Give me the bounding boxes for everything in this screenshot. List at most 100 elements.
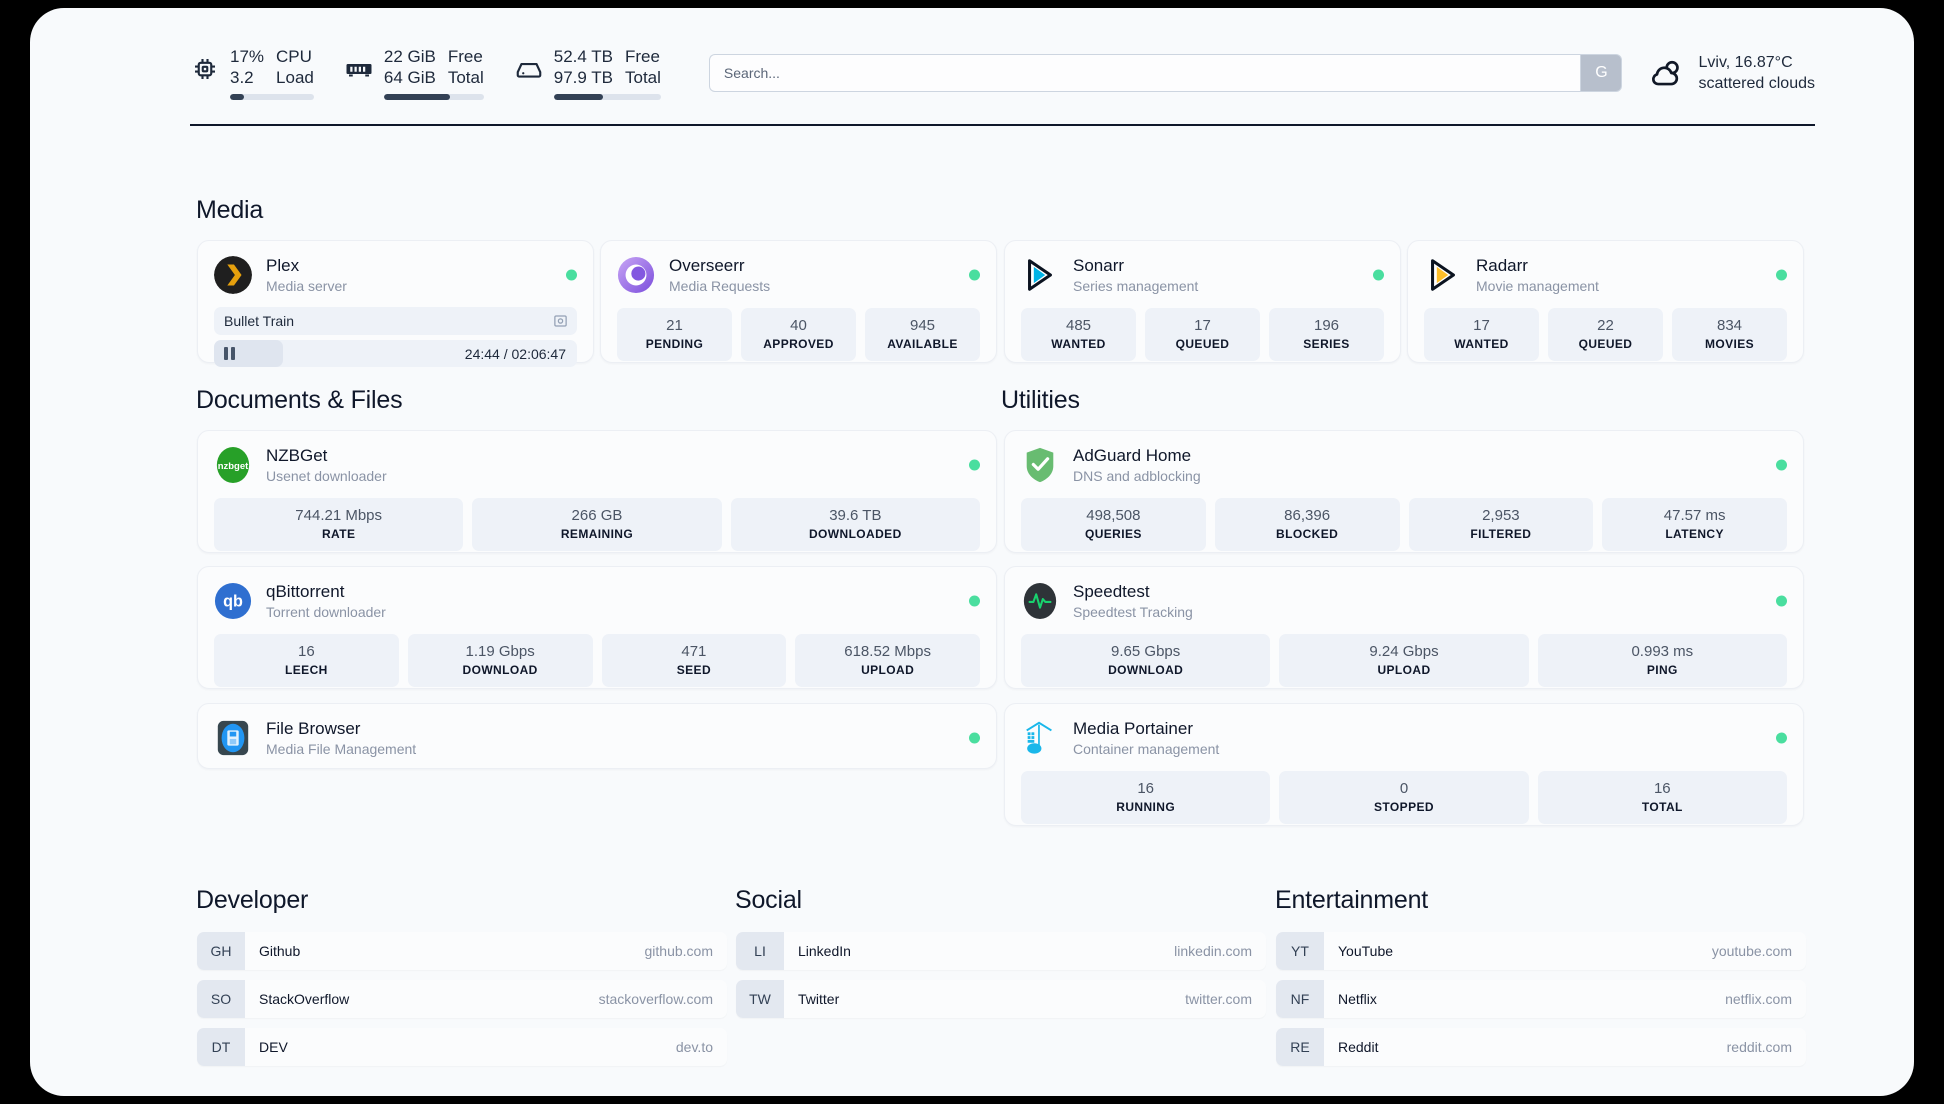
bookmark-group-entertainment: YT YouTube youtube.com NF Netflix netfli…	[1276, 932, 1806, 1066]
service-card-overseerr[interactable]: Overseerr Media Requests 21 PENDING 40 A…	[600, 240, 997, 363]
service-card-adguard[interactable]: AdGuard Home DNS and adblocking 498,508 …	[1004, 430, 1804, 553]
bookmark-item-github[interactable]: GH Github github.com	[197, 932, 727, 970]
stat-value: 39.6 TB	[829, 507, 882, 524]
stat-tile: 0 STOPPED	[1279, 771, 1529, 824]
search-input[interactable]: Search...	[708, 54, 1581, 92]
bookmark-group-social: LI LinkedIn linkedin.com TW Twitter twit…	[736, 932, 1266, 1018]
speedtest-status-indicator	[1776, 595, 1787, 607]
disk-value-bottom: 97.9 TB	[553, 68, 613, 87]
stat-tile: 40 APPROVED	[741, 308, 856, 361]
stat-value: 2,953	[1482, 507, 1520, 524]
stat-tile: 471 SEED	[601, 634, 787, 687]
stat-value: 945	[909, 317, 936, 334]
bookmark-group-developer: GH Github github.com SO StackOverflow st…	[197, 932, 727, 1066]
google-search-button[interactable]: G	[1580, 54, 1623, 92]
memory-usage-bar	[383, 94, 484, 100]
service-card-nzbget[interactable]: nzbget NZBGet Usenet downloader 744.21 M…	[197, 430, 997, 553]
bookmark-item-netflix[interactable]: NF Netflix netflix.com	[1276, 980, 1806, 1018]
adguard-header: AdGuard Home DNS and adblocking	[1021, 445, 1787, 485]
plex-playback-time: 24:44 / 02:06:47	[464, 345, 566, 362]
ram-icon	[344, 54, 374, 84]
bookmark-item-twitter[interactable]: TW Twitter twitter.com	[736, 980, 1266, 1018]
qbittorrent-status-indicator	[969, 595, 980, 607]
stat-tile: 17 QUEUED	[1145, 308, 1260, 361]
service-card-plex[interactable]: Plex Media server Bullet Train 24:44 / 0…	[197, 240, 594, 367]
bookmark-url: github.com	[644, 943, 713, 959]
bookmark-name: LinkedIn	[798, 943, 851, 959]
stat-label: PENDING	[645, 337, 704, 351]
portainer-stats: 16 RUNNING 0 STOPPED 16 TOTAL	[1021, 771, 1787, 824]
cpu-usage-fill	[230, 94, 245, 100]
disk-label-top: Free	[625, 47, 660, 66]
stat-tile: 16 LEECH	[214, 634, 399, 687]
plex-subtitle: Media server	[266, 278, 347, 294]
radarr-stats: 17 WANTED 22 QUEUED 834 MOVIES	[1424, 308, 1787, 361]
cpu-label-bottom: Load	[276, 68, 314, 87]
sonarr-name: Sonarr	[1073, 256, 1125, 275]
stat-value: 47.57 ms	[1663, 507, 1726, 524]
adguard-subtitle: DNS and adblocking	[1073, 468, 1201, 484]
filebrowser-name: File Browser	[266, 719, 361, 738]
speedtest-icon	[1021, 582, 1059, 620]
filebrowser-subtitle: Media File Management	[266, 741, 417, 757]
qbittorrent-subtitle: Torrent downloader	[266, 604, 386, 620]
bookmark-item-youtube[interactable]: YT YouTube youtube.com	[1276, 932, 1806, 970]
service-card-portainer[interactable]: Media Portainer Container management 16 …	[1004, 703, 1804, 826]
filebrowser-status-indicator	[969, 732, 980, 744]
stat-label: LATENCY	[1665, 527, 1724, 541]
stat-value: 40	[790, 317, 807, 334]
bookmark-name: Github	[259, 943, 301, 959]
pause-icon[interactable]	[224, 347, 235, 360]
stat-label: AVAILABLE	[887, 337, 958, 351]
stat-value: 618.52 Mbps	[844, 643, 931, 660]
section-title-entertainment: Entertainment	[1275, 886, 1429, 914]
top-bar: 17% 3.2 CPU Load	[190, 38, 1815, 108]
svg-text:qb: qb	[223, 593, 243, 611]
service-card-qbittorrent[interactable]: qb qBittorrent Torrent downloader 16 LEE…	[197, 566, 997, 689]
stat-tile: 17 WANTED	[1424, 308, 1539, 361]
sonarr-subtitle: Series management	[1073, 278, 1199, 294]
stat-tile: 22 QUEUED	[1548, 308, 1663, 361]
adguard-shield-icon	[1021, 446, 1059, 484]
stat-tile: 196 SERIES	[1269, 308, 1384, 361]
stat-label: SERIES	[1303, 337, 1350, 351]
stat-value: 471	[681, 643, 707, 660]
memory-stat: 22 GiB 64 GiB Free Total	[344, 46, 484, 100]
stat-value: 196	[1313, 317, 1340, 334]
disk-usage-bar	[553, 94, 661, 100]
stat-label: UPLOAD	[861, 663, 915, 677]
service-card-radarr[interactable]: Radarr Movie management 17 WANTED 22 QUE…	[1407, 240, 1804, 363]
bookmark-url: netflix.com	[1725, 991, 1792, 1007]
service-card-filebrowser[interactable]: File Browser Media File Management	[197, 703, 997, 769]
stat-value: 834	[1716, 317, 1743, 334]
bookmark-badge: TW	[736, 980, 784, 1018]
stat-tile: 834 MOVIES	[1672, 308, 1787, 361]
plex-now-playing-title-row: Bullet Train	[214, 307, 577, 335]
bookmark-item-linkedin[interactable]: LI LinkedIn linkedin.com	[736, 932, 1266, 970]
cpu-value-bottom: 3.2	[230, 68, 254, 87]
memory-usage-fill	[383, 94, 450, 100]
disk-stat: 52.4 TB 97.9 TB Free Total	[514, 46, 661, 100]
sonarr-icon	[1021, 256, 1059, 294]
memory-label-bottom: Total	[447, 68, 484, 87]
bookmark-item-dev[interactable]: DT DEV dev.to	[197, 1028, 727, 1066]
stat-label: UPLOAD	[1377, 663, 1431, 677]
overseerr-header: Overseerr Media Requests	[617, 255, 980, 295]
qbittorrent-header: qb qBittorrent Torrent downloader	[214, 581, 980, 621]
bookmark-url: youtube.com	[1711, 943, 1792, 959]
sonarr-header: Sonarr Series management	[1021, 255, 1384, 295]
bookmark-item-stackoverflow[interactable]: SO StackOverflow stackoverflow.com	[197, 980, 727, 1018]
plex-progress-bar[interactable]: 24:44 / 02:06:47	[214, 340, 577, 367]
stat-tile: 0.993 ms PING	[1537, 634, 1787, 687]
service-card-speedtest[interactable]: Speedtest Speedtest Tracking 9.65 Gbps D…	[1004, 566, 1804, 689]
search-bar: Search... G	[708, 54, 1623, 92]
bookmark-badge: LI	[736, 932, 784, 970]
stat-value: 86,396	[1284, 507, 1331, 524]
cast-icon[interactable]	[553, 314, 568, 329]
weather-widget[interactable]: Lviv, 16.87°C scattered clouds	[1648, 52, 1815, 94]
service-card-sonarr[interactable]: Sonarr Series management 485 WANTED 17 Q…	[1004, 240, 1401, 363]
stat-tile: 86,396 BLOCKED	[1214, 498, 1400, 551]
stat-value: 16	[298, 643, 315, 660]
bookmark-item-reddit[interactable]: RE Reddit reddit.com	[1276, 1028, 1806, 1066]
stat-value: 485	[1065, 317, 1092, 334]
